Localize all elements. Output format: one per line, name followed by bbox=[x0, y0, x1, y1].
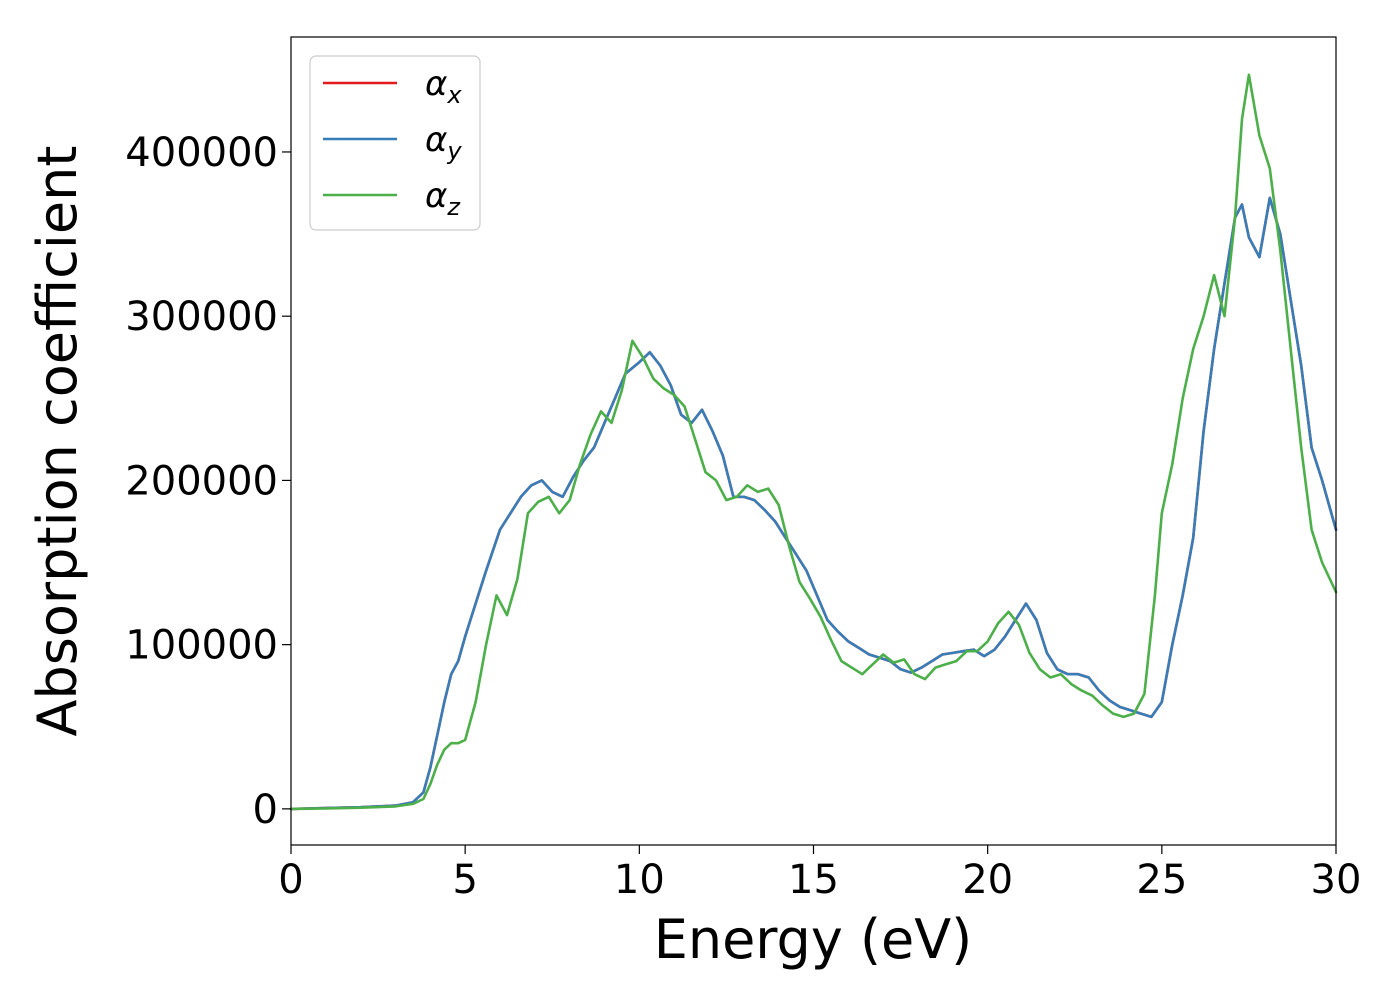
legend-box bbox=[309, 55, 481, 231]
plot-area bbox=[289, 36, 1338, 846]
y-tick-label: 100000 bbox=[125, 623, 278, 669]
y-tick-label: 400000 bbox=[125, 130, 278, 176]
series-line-y bbox=[289, 196, 1338, 811]
x-tick-label: 5 bbox=[452, 857, 477, 903]
series-group bbox=[289, 73, 1338, 811]
y-tick-label: 200000 bbox=[125, 458, 278, 504]
series-line-z bbox=[289, 73, 1338, 811]
x-tick-label: 30 bbox=[1311, 857, 1362, 903]
legend-label-y: αy bbox=[425, 120, 462, 165]
x-tick-label: 25 bbox=[1136, 857, 1187, 903]
x-tick-label: 10 bbox=[614, 857, 665, 903]
x-axis-label: Energy (eV) bbox=[654, 908, 973, 971]
x-tick-label: 20 bbox=[962, 857, 1013, 903]
legend-label-z: αz bbox=[425, 176, 461, 221]
y-axis-label: Absorption coefficient bbox=[26, 146, 89, 737]
y-tick-label: 0 bbox=[253, 787, 278, 833]
legend-label-x: αx bbox=[425, 64, 462, 109]
x-tick-label: 15 bbox=[788, 857, 839, 903]
y-axis-ticks: 0 100000 200000 300000 400000 bbox=[125, 130, 291, 833]
x-axis-ticks: 0 5 10 15 20 25 30 bbox=[278, 845, 1361, 903]
legend: αx αy αz bbox=[309, 55, 481, 231]
x-tick-label: 0 bbox=[278, 857, 303, 903]
y-tick-label: 300000 bbox=[125, 294, 278, 340]
